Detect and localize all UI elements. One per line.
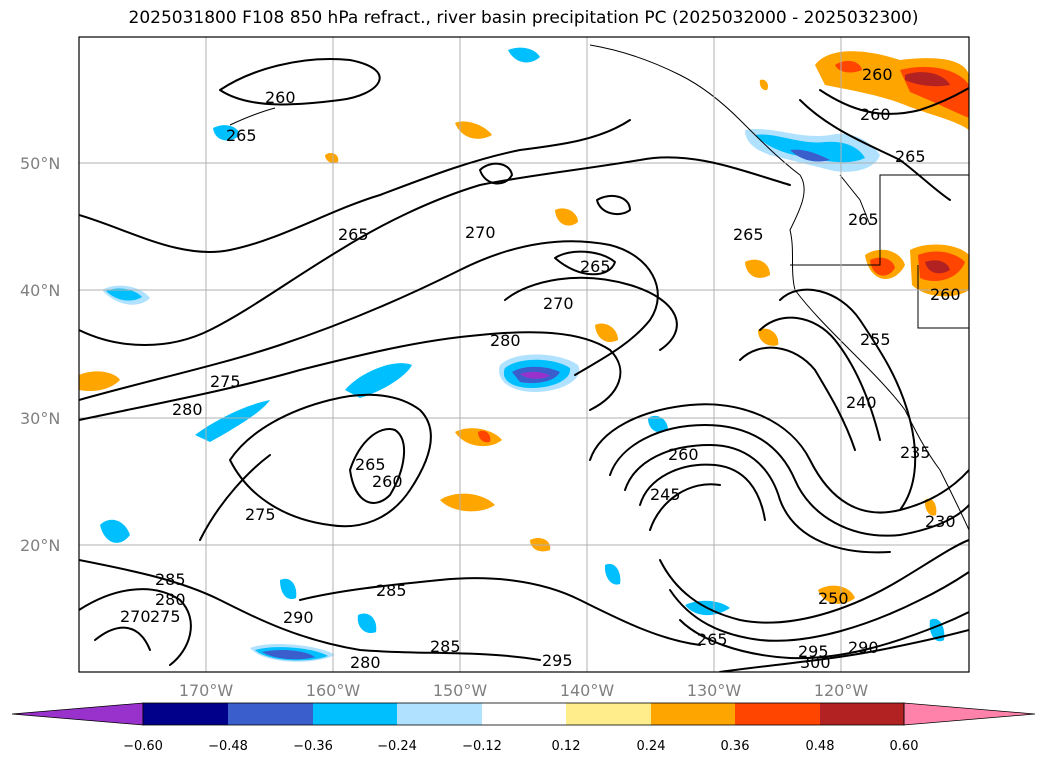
colorbar-swatch	[820, 703, 904, 725]
contour-label: 255	[860, 330, 891, 349]
contour-label: 300	[800, 653, 831, 672]
colorbar-extend-low	[11, 702, 144, 726]
colorbar-swatch	[735, 703, 820, 725]
contour-label: 275	[245, 505, 276, 524]
colorbar-swatch	[482, 703, 566, 725]
contour-label: 275	[210, 372, 241, 391]
contour-label: 290	[848, 638, 879, 657]
longitude-labels: 170°W 160°W 150°W 140°W 130°W 120°W	[179, 681, 869, 700]
lat-label: 20°N	[20, 536, 60, 555]
lat-label: 50°N	[20, 154, 60, 173]
contour-label: 260	[372, 472, 403, 491]
contour-label: 295	[798, 642, 829, 661]
colorbar-swatch	[313, 703, 397, 725]
lon-label: 120°W	[814, 681, 869, 700]
contour-label: 265	[895, 147, 926, 166]
colorbar: −0.60 −0.48 −0.36 −0.24 −0.12 0.12 0.24 …	[11, 702, 1036, 754]
lon-label: 130°W	[687, 681, 742, 700]
contour-label: 265	[733, 225, 764, 244]
colorbar-swatch	[566, 703, 651, 725]
colorbar-tick-label: 0.12	[552, 739, 581, 754]
contour-label: 245	[650, 485, 681, 504]
map-title: 2025031800 F108 850 hPa refract., river …	[128, 8, 919, 28]
contour-label: 275	[150, 607, 181, 626]
contour-label: 260	[860, 105, 891, 124]
contour-label: 285	[376, 581, 407, 600]
contour-label: 265	[580, 257, 611, 276]
contour-label: 235	[900, 443, 931, 462]
colorbar-swatch	[651, 703, 735, 725]
contour-label-group: 260 265 265 270 265 265 270 280 260 275 …	[120, 65, 961, 672]
contour-label: 260	[862, 65, 893, 84]
contour-label: 285	[430, 637, 461, 656]
colorbar-tick-label: 0.24	[637, 739, 666, 754]
refractivity-contours	[79, 58, 969, 672]
colorbar-tick-label: −0.60	[123, 739, 163, 754]
lon-label: 170°W	[179, 681, 234, 700]
contour-label: 280	[172, 400, 203, 419]
contour-label: 240	[846, 393, 877, 412]
contour-label: 270	[543, 294, 574, 313]
contour-label: 280	[490, 331, 521, 350]
colorbar-extend-high	[903, 702, 1036, 726]
graticule	[79, 37, 969, 672]
lat-label: 40°N	[20, 281, 60, 300]
colorbar-swatch	[143, 703, 228, 725]
contour-label: 265	[355, 455, 386, 474]
contour-label: 230	[925, 512, 956, 531]
contour-label: 260	[930, 285, 961, 304]
contour-label: 280	[350, 653, 381, 672]
map-frame	[78, 36, 970, 673]
contour-label: 285	[155, 570, 186, 589]
lat-label: 30°N	[20, 409, 60, 428]
colorbar-tick-label: 0.60	[890, 739, 919, 754]
contour-label: 265	[697, 630, 728, 649]
colorbar-tick-label: 0.36	[721, 739, 750, 754]
colorbar-tick-label: −0.36	[293, 739, 333, 754]
colorbar-swatch	[228, 703, 313, 725]
colorbar-tick-label: 0.48	[806, 739, 835, 754]
contour-label: 265	[338, 225, 369, 244]
latitude-labels: 50°N 40°N 30°N 20°N	[20, 154, 60, 555]
contour-label: 260	[668, 445, 699, 464]
contour-label: 265	[226, 126, 257, 145]
colorbar-tick-label: −0.24	[377, 739, 417, 754]
precipitation-shading	[79, 47, 969, 662]
contour-label: 295	[542, 651, 573, 670]
contour-label: 290	[283, 608, 314, 627]
coastlines	[229, 44, 969, 531]
lon-label: 150°W	[433, 681, 488, 700]
contour-label: 265	[848, 210, 879, 229]
contour-label: 270	[120, 607, 151, 626]
colorbar-tick-label: −0.12	[462, 739, 502, 754]
lon-label: 160°W	[306, 681, 361, 700]
colorbar-swatch	[397, 703, 482, 725]
contour-label: 280	[155, 590, 186, 609]
contour-label: 270	[465, 223, 496, 242]
lon-label: 140°W	[560, 681, 615, 700]
contour-label: 260	[265, 88, 296, 107]
colorbar-tick-label: −0.48	[208, 739, 248, 754]
contour-label: 250	[818, 589, 849, 608]
